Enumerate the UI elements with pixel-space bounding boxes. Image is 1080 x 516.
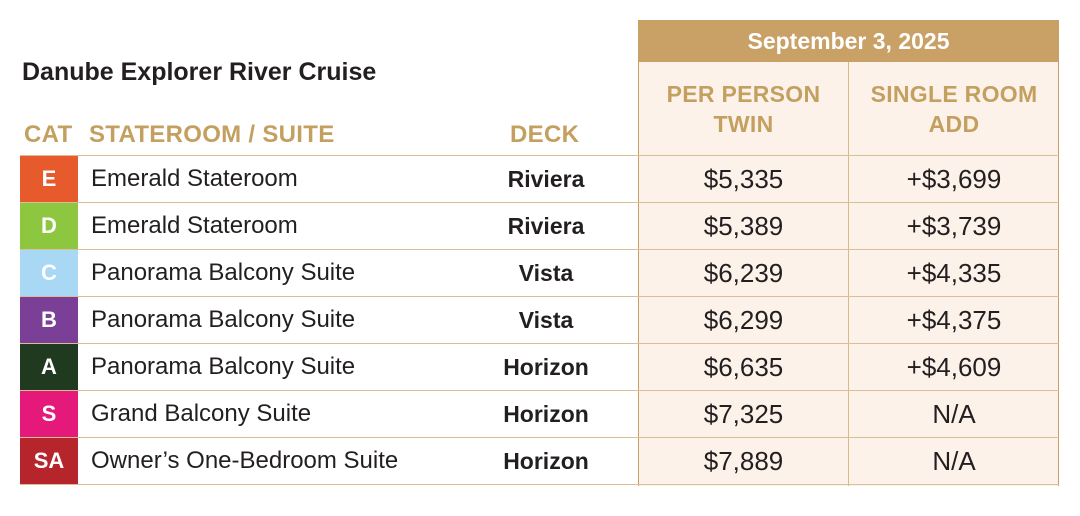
deck-name: Horizon xyxy=(503,447,589,474)
single-add-price: +$4,609 xyxy=(906,351,1002,382)
stateroom-name: Panorama Balcony Suite xyxy=(91,259,356,286)
stateroom-name: Grand Balcony Suite xyxy=(91,400,312,427)
category-badge: A xyxy=(20,344,78,390)
twin-price: $7,325 xyxy=(703,398,784,429)
twin-price: $6,239 xyxy=(703,257,784,288)
deck-name: Vista xyxy=(518,306,574,333)
single-add-price: N/A xyxy=(932,445,976,476)
header-twin-line2: TWIN xyxy=(713,111,774,137)
table-row: C Panorama Balcony Suite Vista $6,239 +$… xyxy=(20,249,1059,296)
category-badge: S xyxy=(20,391,78,437)
table-row: E Emerald Stateroom Riviera $5,335 +$3,6… xyxy=(20,155,1059,202)
twin-price: $6,299 xyxy=(703,304,784,335)
deck-name: Vista xyxy=(518,259,574,286)
twin-price: $6,635 xyxy=(703,351,784,382)
twin-price: $5,389 xyxy=(703,210,784,241)
table-row: S Grand Balcony Suite Horizon $7,325 N/A xyxy=(20,390,1059,437)
category-badge: B xyxy=(20,297,78,343)
category-badge: D xyxy=(20,203,78,249)
header-stateroom: STATEROOM / SUITE xyxy=(89,121,335,148)
stateroom-name: Panorama Balcony Suite xyxy=(91,353,356,380)
single-add-price: +$3,739 xyxy=(906,210,1002,241)
single-add-price: +$4,375 xyxy=(906,304,1002,335)
table-row: B Panorama Balcony Suite Vista $6,299 +$… xyxy=(20,296,1059,343)
date-header: September 3, 2025 xyxy=(638,20,1059,62)
header-cat: CAT xyxy=(24,121,73,148)
stateroom-name: Panorama Balcony Suite xyxy=(91,306,356,333)
single-add-price: +$3,699 xyxy=(906,163,1002,194)
table-row: SA Owner’s One-Bedroom Suite Horizon $7,… xyxy=(20,437,1059,485)
stateroom-name: Emerald Stateroom xyxy=(91,165,298,192)
deck-name: Riviera xyxy=(507,165,585,192)
header-per-person-twin: PER PERSON TWIN xyxy=(638,62,849,156)
price-table: E Emerald Stateroom Riviera $5,335 +$3,6… xyxy=(20,155,1059,485)
single-add-price: N/A xyxy=(932,398,976,429)
deck-name: Horizon xyxy=(503,353,589,380)
header-single-line2: ADD xyxy=(928,111,980,137)
twin-price: $5,335 xyxy=(703,163,784,194)
header-single-line1: SINGLE ROOM xyxy=(870,81,1038,107)
header-deck: DECK xyxy=(510,121,580,148)
category-badge: SA xyxy=(20,438,78,484)
column-divider xyxy=(848,62,849,486)
category-badge: C xyxy=(20,250,78,296)
twin-price: $7,889 xyxy=(703,445,784,476)
header-twin-line1: PER PERSON xyxy=(666,81,821,107)
deck-name: Horizon xyxy=(503,400,589,427)
page-title: Danube Explorer River Cruise xyxy=(22,58,377,86)
stateroom-name: Owner’s One-Bedroom Suite xyxy=(91,447,399,474)
category-badge: E xyxy=(20,156,78,202)
deck-name: Riviera xyxy=(507,212,585,239)
single-add-price: +$4,335 xyxy=(906,257,1002,288)
table-row: D Emerald Stateroom Riviera $5,389 +$3,7… xyxy=(20,202,1059,249)
table-row: A Panorama Balcony Suite Horizon $6,635 … xyxy=(20,343,1059,390)
header-single-room-add: SINGLE ROOM ADD xyxy=(849,62,1059,156)
stateroom-name: Emerald Stateroom xyxy=(91,212,298,239)
